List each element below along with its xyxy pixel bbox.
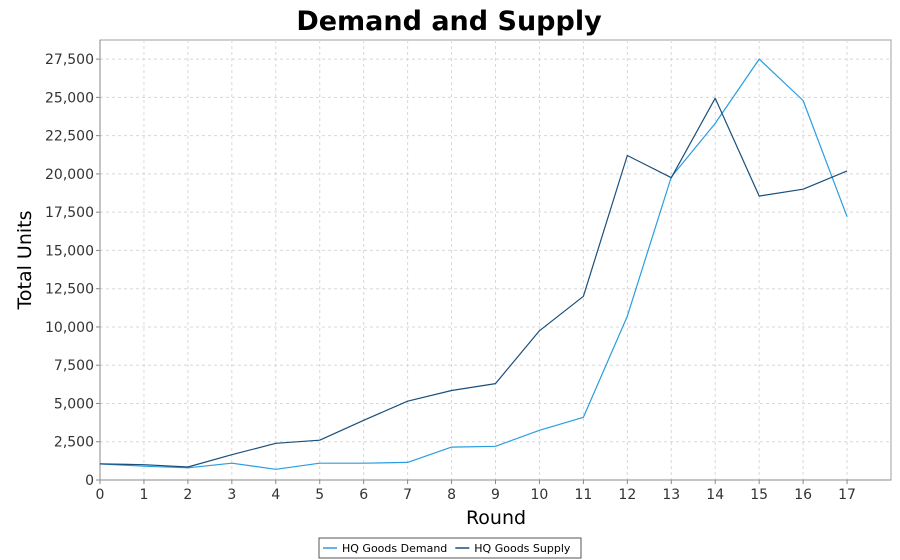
y-tick-label: 20,000 — [45, 167, 94, 183]
x-axis-ticks: 0 1 2 3 4 5 6 7 8 9 10 11 12 13 14 15 16 17 — [96, 480, 856, 503]
x-tick-label: 14 — [706, 487, 724, 503]
x-tick-label: 15 — [750, 487, 768, 503]
y-tick-label: 5,000 — [54, 396, 94, 412]
y-tick-label: 15,000 — [45, 243, 94, 259]
chart-title: Demand and Supply — [296, 6, 602, 37]
x-tick-label: 11 — [574, 487, 592, 503]
y-axis-label: Total Units — [14, 211, 36, 311]
legend: HQ Goods Demand HQ Goods Supply — [318, 537, 582, 559]
x-tick-label: 13 — [662, 487, 680, 503]
x-tick-label: 2 — [183, 487, 192, 503]
y-tick-label: 0 — [85, 473, 94, 489]
y-tick-label: 10,000 — [45, 320, 94, 336]
x-tick-label: 16 — [794, 487, 812, 503]
x-tick-label: 4 — [271, 487, 280, 503]
grid-lines — [100, 40, 891, 480]
y-tick-label: 22,500 — [45, 129, 94, 145]
legend-label: HQ Goods Supply — [474, 542, 571, 555]
legend-box — [318, 537, 582, 559]
series-line-hq-goods-supply — [99, 97, 848, 468]
y-tick-label: 25,000 — [45, 90, 94, 106]
y-tick-label: 27,500 — [45, 52, 94, 68]
series-line-hq-goods-demand — [99, 58, 848, 470]
y-axis-ticks: 0 2,500 5,000 7,500 10,000 12,500 15,000 17,500… — [45, 52, 100, 489]
x-tick-label: 1 — [139, 487, 148, 503]
x-tick-label: 9 — [491, 487, 500, 503]
x-tick-label: 3 — [227, 487, 236, 503]
x-tick-label: 0 — [96, 487, 105, 503]
x-tick-label: 12 — [618, 487, 636, 503]
x-tick-label: 7 — [403, 487, 412, 503]
y-tick-label: 7,500 — [54, 358, 94, 374]
x-tick-label: 5 — [315, 487, 324, 503]
x-tick-label: 10 — [531, 487, 549, 503]
x-tick-label: 8 — [447, 487, 456, 503]
series-lines — [99, 58, 848, 470]
legend-label: HQ Goods Demand — [342, 542, 447, 555]
y-tick-label: 17,500 — [45, 205, 94, 221]
y-tick-label: 2,500 — [54, 435, 94, 451]
y-tick-label: 12,500 — [45, 282, 94, 298]
x-axis-label: Round — [466, 507, 526, 529]
x-tick-label: 17 — [838, 487, 856, 503]
x-tick-label: 6 — [359, 487, 368, 503]
